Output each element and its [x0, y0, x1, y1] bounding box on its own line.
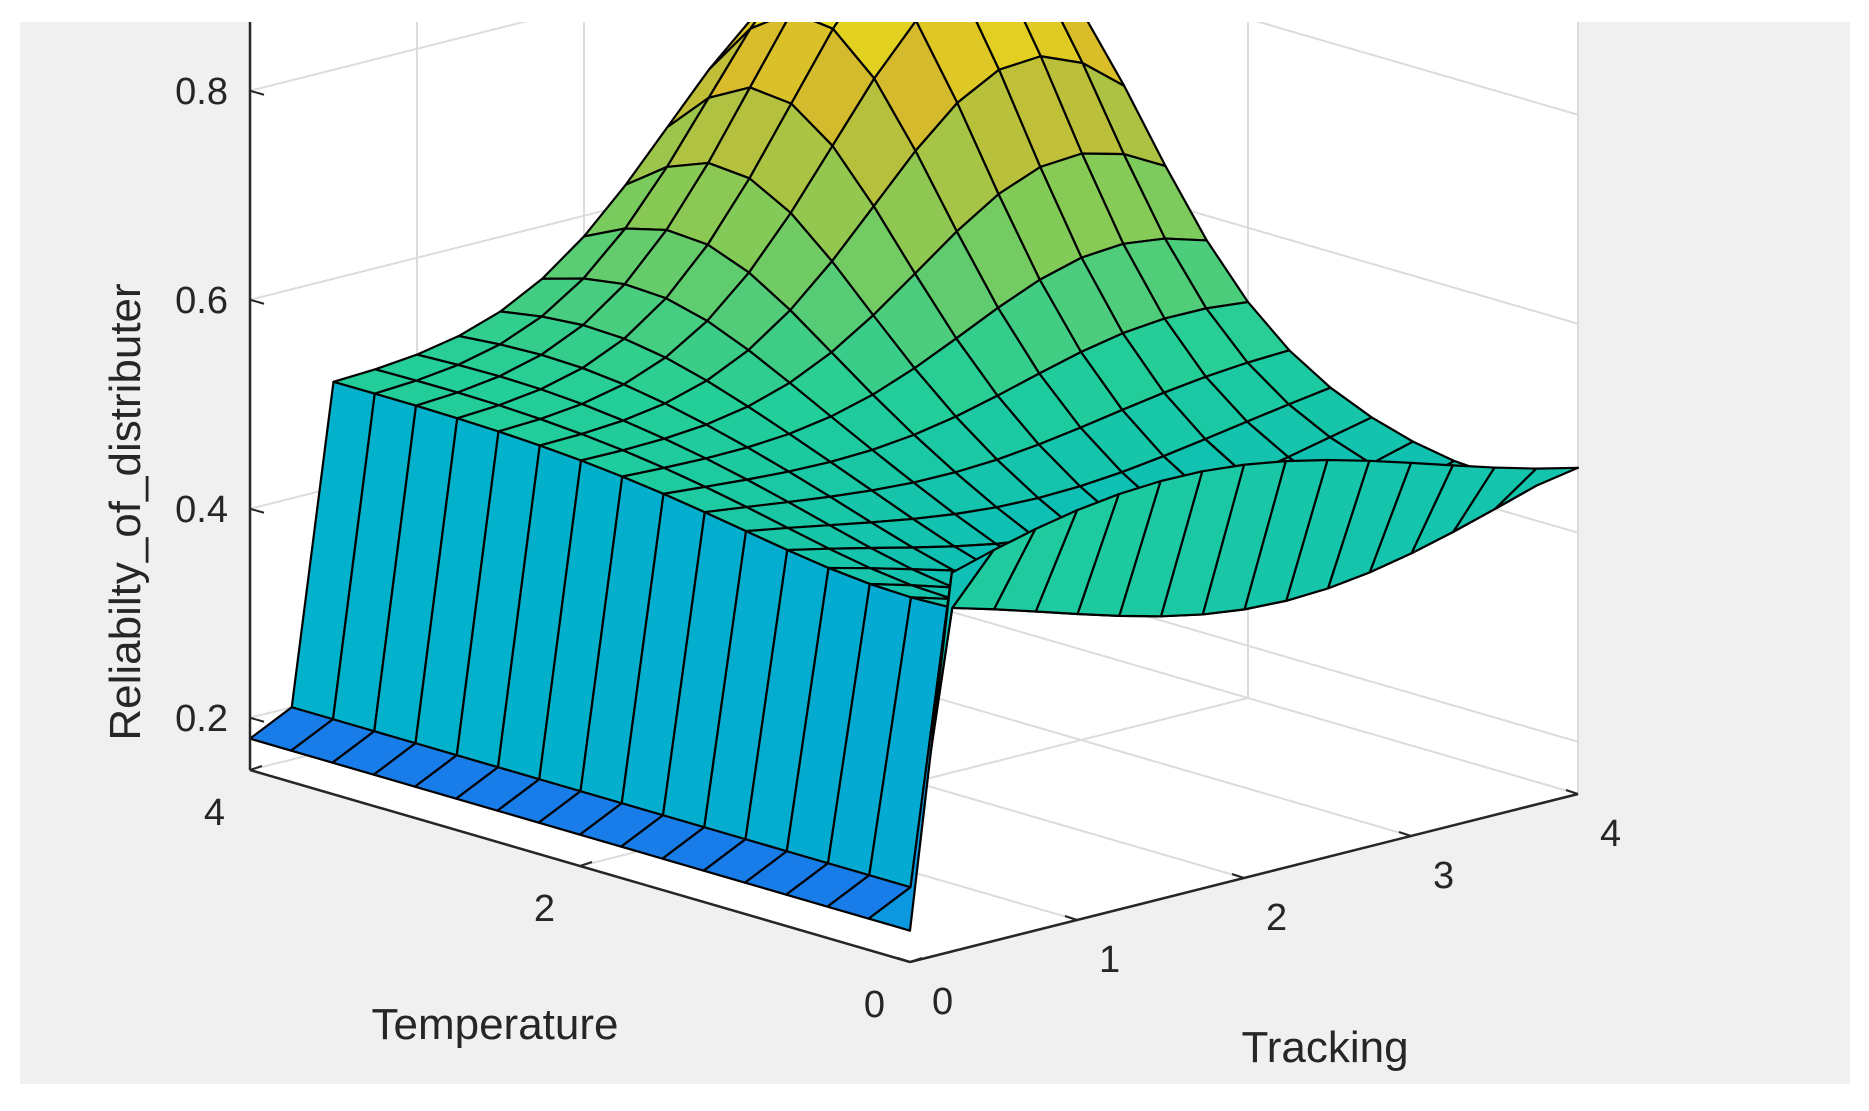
z-tick-mark	[249, 298, 265, 305]
surface-plot: 0.2 0.4 0.6 0.8 0 2 4 0 1 2 3 4 Reliabilty_of_distr…	[101, 22, 1621, 1072]
surface-patch	[867, 571, 953, 932]
y-tick-mark	[1231, 873, 1245, 879]
surface	[248, 22, 1580, 932]
y-tick-label: 2	[1266, 897, 1287, 939]
x-tick-mark	[579, 861, 593, 867]
x-tick-label: 4	[204, 792, 225, 834]
y-axis-label: Tracking	[1241, 1023, 1408, 1072]
x-tick-label: 0	[864, 984, 885, 1026]
x-tick-mark	[909, 957, 923, 963]
y-tick-mark	[1064, 915, 1078, 921]
z-tick-mark	[249, 716, 265, 723]
y-tick-label: 1	[1099, 939, 1120, 981]
figure: 0.2 0.4 0.6 0.8 0 2 4 0 1 2 3 4 Reliabilty_of_distr…	[20, 22, 1850, 1084]
y-tick-mark	[897, 957, 911, 963]
z-tick-label: 0.2	[175, 698, 228, 740]
z-tick-label: 0.4	[175, 489, 228, 531]
z-tick-mark	[249, 507, 265, 514]
x-tick-mark	[249, 765, 263, 771]
y-tick-label: 3	[1433, 855, 1454, 897]
x-tick-label: 2	[534, 888, 555, 930]
x-axis-label: Temperature	[371, 1000, 618, 1049]
z-tick-label: 0.8	[175, 71, 228, 113]
y-tick-mark	[1398, 831, 1412, 837]
z-tick-label: 0.6	[175, 280, 228, 322]
z-tick-mark	[249, 89, 265, 96]
grid-line-z	[249, 22, 1579, 116]
tick-labels: 0.2 0.4 0.6 0.8 0 2 4 0 1 2 3 4	[175, 71, 1621, 1026]
z-axis-label: Reliabilty_of_distributer	[101, 283, 150, 740]
y-tick-label: 0	[932, 981, 953, 1023]
y-tick-label: 4	[1600, 813, 1621, 855]
y-tick-mark	[1565, 789, 1579, 795]
